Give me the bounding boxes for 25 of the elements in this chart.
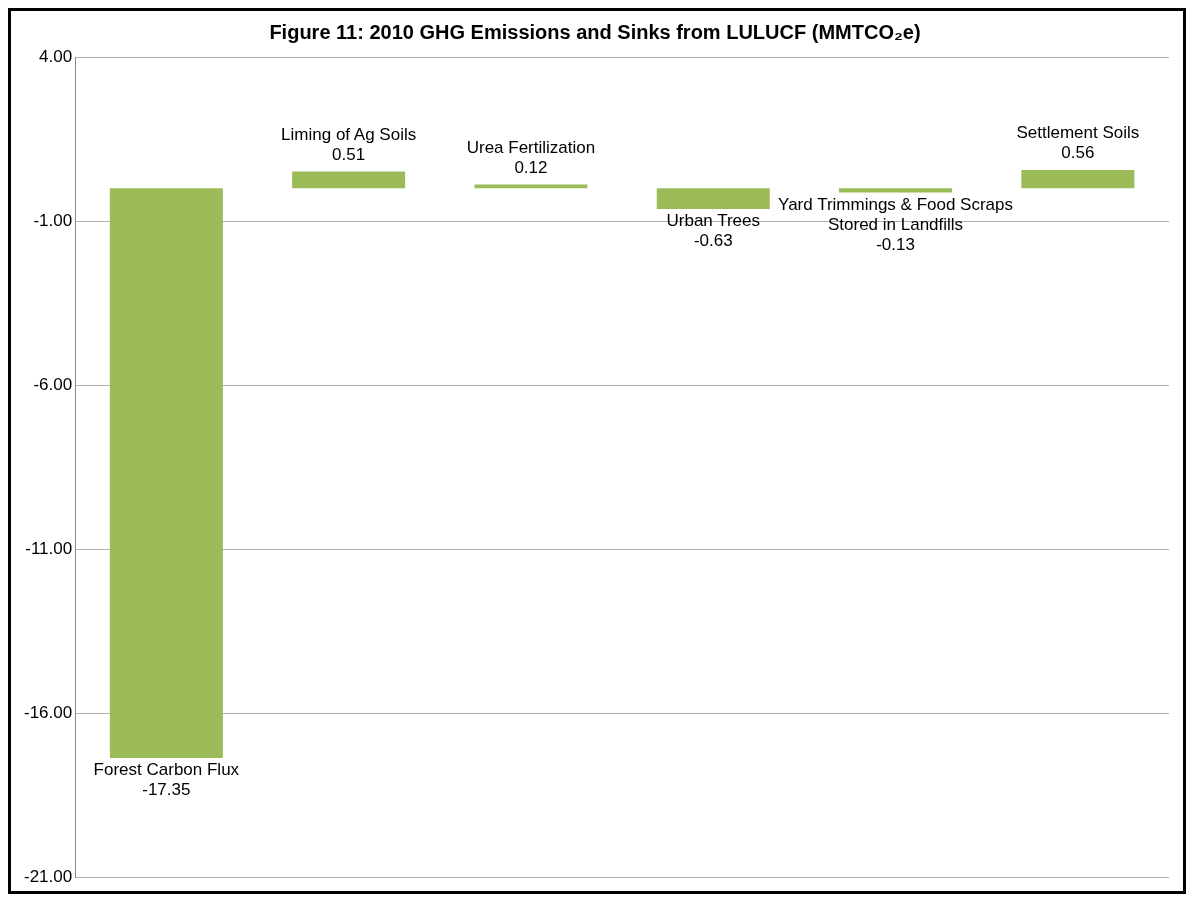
data-label: 0.12 <box>514 157 548 177</box>
y-tick-label: -11.00 <box>25 539 73 559</box>
bar <box>109 188 223 758</box>
data-label: -0.63 <box>693 231 733 251</box>
bar <box>474 184 588 189</box>
y-tick-label: -6.00 <box>33 375 73 395</box>
x-tick-label: Urban Trees <box>666 211 761 231</box>
data-label: -17.35 <box>142 780 191 800</box>
x-tick-label: Settlement Soils <box>1016 123 1140 143</box>
data-label: -0.13 <box>876 234 915 254</box>
y-tick-label: -21.00 <box>24 867 73 887</box>
bar <box>839 188 953 193</box>
bar <box>656 188 770 210</box>
y-tick-label: 4.00 <box>39 46 73 66</box>
x-tick-label: Liming of Ag Soils <box>281 124 417 144</box>
x-tick-label: Urea Fertilization <box>466 137 596 157</box>
x-tick-label: Yard Trimmings & Food Scraps Stored in Landfills <box>778 194 1014 234</box>
y-tick-label: -16.00 <box>24 703 73 723</box>
chart-title: Figure 11: 2010 GHG Emissions and Sinks from LULUCF (MMTCO₂e) <box>269 20 921 43</box>
x-tick-label: Forest Carbon Flux <box>93 760 240 780</box>
data-label: 0.51 <box>332 144 366 164</box>
y-tick-label: -1.00 <box>33 210 73 230</box>
bar <box>292 171 406 189</box>
bar <box>1021 169 1135 189</box>
data-label: 0.56 <box>1061 143 1095 163</box>
